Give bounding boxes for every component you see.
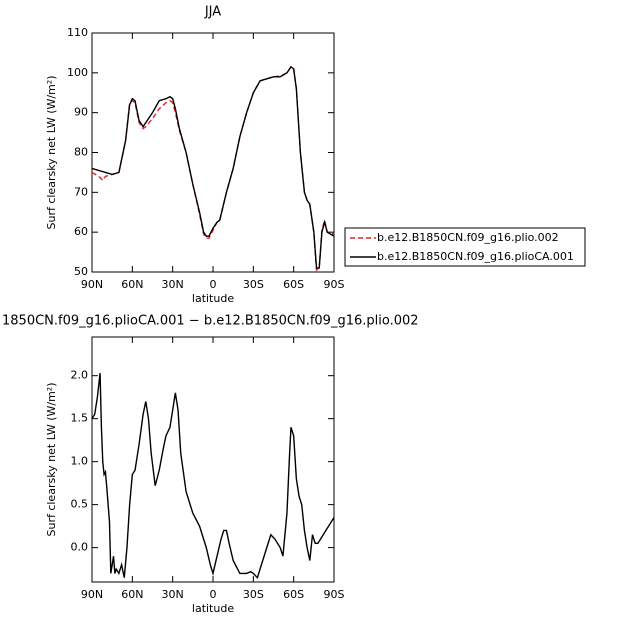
x-tick-label: 30S	[243, 278, 264, 291]
x-tick-label: 90S	[324, 588, 345, 601]
y-tick-label: 60	[74, 225, 88, 238]
y-tick-label: 110	[67, 26, 88, 39]
x-tick-label: 90S	[324, 278, 345, 291]
y-tick-label: 0.0	[71, 541, 89, 554]
x-tick-label: 60S	[283, 278, 304, 291]
y-tick-label: 2.0	[71, 369, 89, 382]
x-axis-label: latitude	[192, 292, 234, 305]
plot-frame	[91, 32, 335, 273]
data-line	[91, 373, 335, 580]
x-tick-label: 30N	[162, 588, 184, 601]
legend-box	[344, 227, 586, 267]
chart-title: 1850CN.f09_g16.plioCA.001 − b.e12.B1850C…	[2, 314, 419, 329]
x-tick-label: 60S	[283, 588, 304, 601]
y-tick-label: 50	[74, 265, 88, 278]
data-line	[91, 65, 335, 269]
plot-frame	[91, 336, 335, 583]
y-tick-label: 1.0	[71, 455, 89, 468]
x-tick-label: 90N	[81, 588, 103, 601]
x-axis-label: latitude	[192, 602, 234, 615]
x-tick-label: 90N	[81, 278, 103, 291]
x-tick-label: 30N	[162, 278, 184, 291]
data-line	[91, 65, 335, 272]
y-tick-label: 1.5	[71, 412, 89, 425]
x-tick-label: 60N	[121, 588, 143, 601]
y-tick-label: 70	[74, 185, 88, 198]
y-tick-label: 90	[74, 106, 88, 119]
y-tick-label: 80	[74, 146, 88, 159]
y-axis-label: Surf clearsky net LW (W/m²)	[45, 75, 58, 229]
legend-label: b.e12.B1850CN.f09_g16.plio.002	[377, 231, 559, 244]
x-tick-label: 0	[210, 588, 217, 601]
x-tick-label: 30S	[243, 588, 264, 601]
legend-label: b.e12.B1850CN.f09_g16.plioCA.001	[377, 250, 574, 263]
y-tick-label: 100	[67, 66, 88, 79]
x-tick-label: 0	[210, 278, 217, 291]
y-axis-label: Surf clearsky net LW (W/m²)	[45, 382, 58, 536]
y-tick-label: 0.5	[71, 498, 89, 511]
chart-title: JJA	[204, 5, 221, 20]
x-tick-label: 60N	[121, 278, 143, 291]
